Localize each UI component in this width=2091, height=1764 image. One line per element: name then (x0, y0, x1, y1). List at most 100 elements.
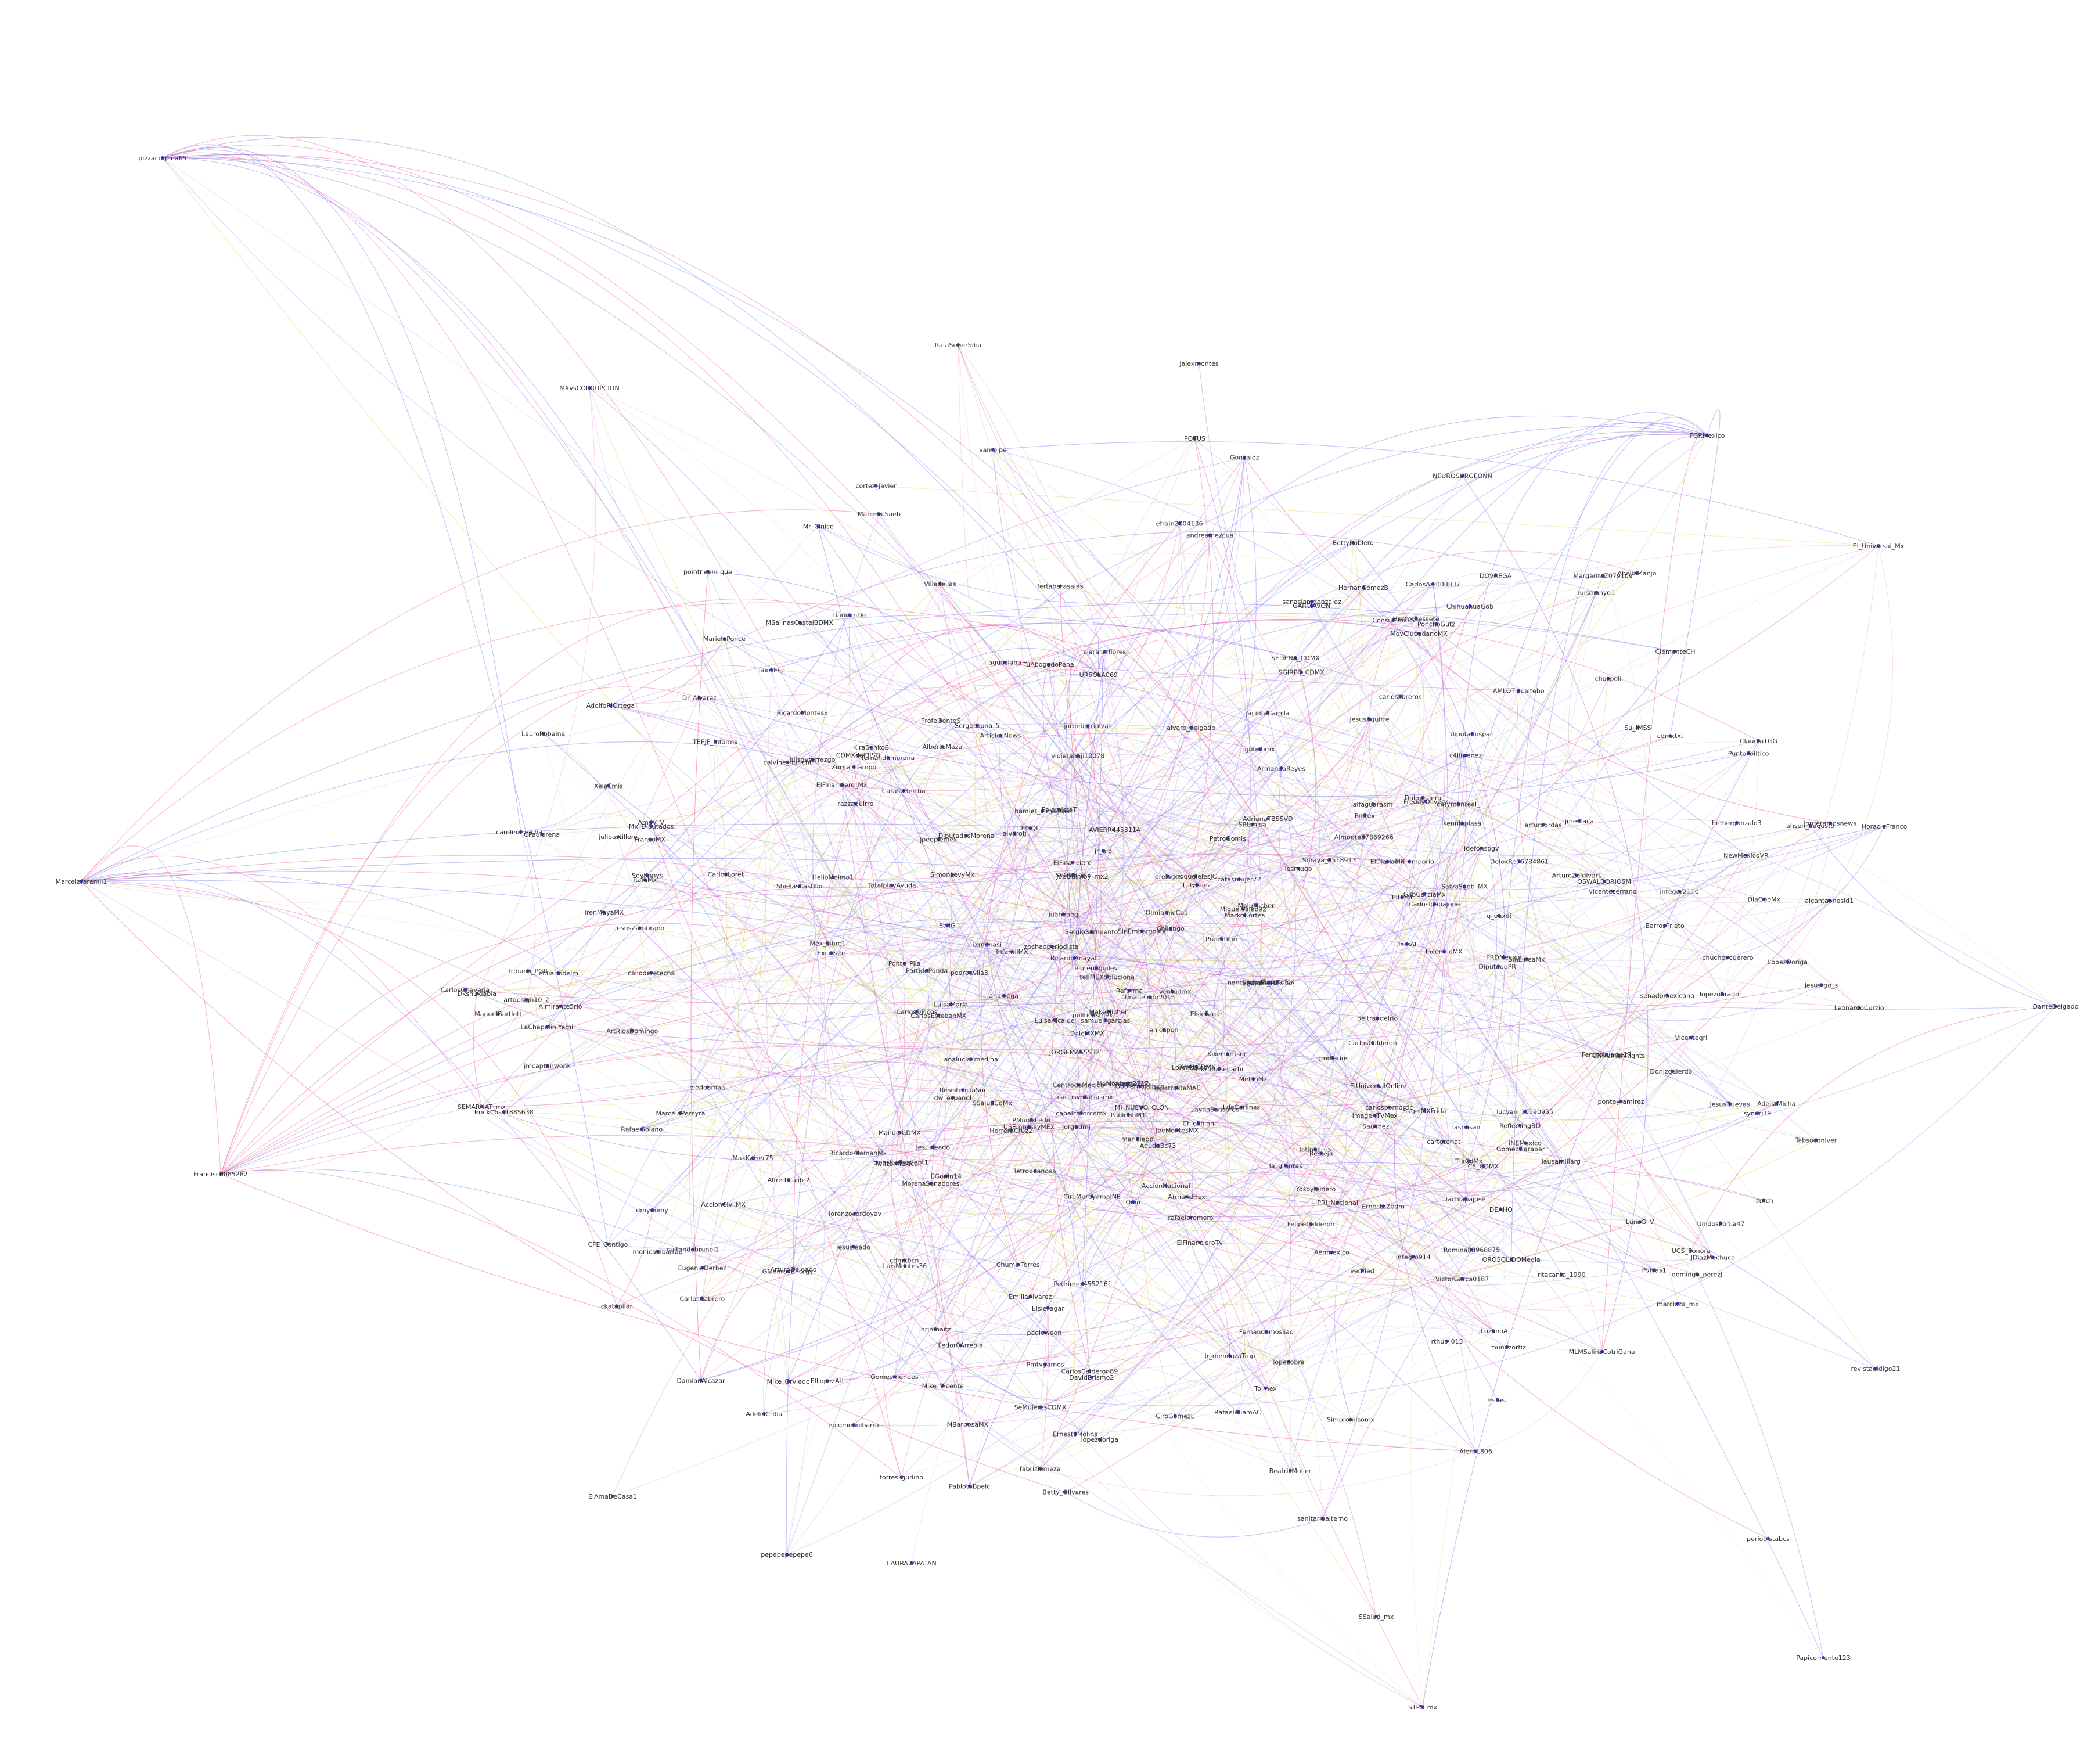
graph-node[interactable]: ArmandHex (1168, 1193, 1205, 1201)
graph-node[interactable]: HelioMolmo1 (812, 874, 854, 881)
graph-node[interactable]: lausamiliarg (1542, 1158, 1581, 1165)
graph-node[interactable]: TaiosEsp (757, 667, 785, 674)
graph-node[interactable]: DamianAlcazar (676, 1377, 725, 1384)
graph-node[interactable]: LeonardoCurzio (1834, 1005, 1884, 1012)
graph-node[interactable]: transitaCastlopt1 (873, 1158, 928, 1166)
graph-node[interactable]: PRI_Nacional (1317, 1199, 1358, 1207)
graph-node[interactable]: RafaelSolano (621, 1125, 663, 1133)
graph-node[interactable]: pizzacorpina65 (138, 154, 186, 162)
graph-node[interactable]: torres_gudino (880, 1474, 924, 1481)
graph-node[interactable]: Yosoyleinero (1295, 1185, 1336, 1193)
graph-node[interactable]: jr_blo (1094, 847, 1112, 855)
graph-node[interactable]: LunaGilV (1626, 1218, 1654, 1226)
graph-node[interactable]: CarlosCabrero (679, 1295, 725, 1303)
graph-node[interactable]: GMonroyEnergy (762, 1268, 814, 1276)
graph-node[interactable]: CentrodeMexico (1053, 1082, 1104, 1089)
graph-node[interactable]: ConsuelMxLS (1372, 617, 1415, 624)
graph-node[interactable]: ElsieFagar (1032, 1305, 1064, 1312)
graph-node[interactable]: CarasoBertha (882, 787, 926, 795)
graph-node[interactable]: FreddyOlivery (1403, 798, 1448, 805)
graph-node[interactable]: MXvsCORRUPCION (559, 384, 619, 392)
graph-node[interactable]: ArticlesNews (980, 732, 1021, 740)
graph-node[interactable]: Tolmex (1254, 1385, 1277, 1392)
graph-node[interactable]: Zurita_Campo (832, 764, 877, 771)
graph-node[interactable]: DiaGobMx (1748, 896, 1781, 903)
graph-node[interactable]: chuchovcuerero (1702, 954, 1753, 962)
graph-node[interactable]: pedroavila3 (951, 969, 988, 977)
graph-node[interactable]: IncendioMX (1426, 948, 1463, 956)
graph-node[interactable]: lorelagos (1153, 873, 1182, 880)
graph-node[interactable]: alvaro_delgado (1167, 724, 1215, 732)
graph-node[interactable]: FGRMexico (1690, 432, 1725, 440)
graph-node[interactable]: jpeoplemex (919, 836, 958, 843)
graph-node[interactable]: AccionCivilMX (701, 1201, 746, 1208)
graph-node[interactable]: RicardoAnayaC (1050, 955, 1099, 962)
graph-node[interactable]: OROSOLIDOMedia (1482, 1256, 1541, 1263)
graph-node[interactable]: MarkoCortes (1225, 912, 1265, 919)
graph-node[interactable]: periodistabcs (1747, 1535, 1790, 1543)
graph-node[interactable]: ShielasCastillo (776, 883, 823, 890)
graph-node[interactable]: MLMSalinaCotriGana (1569, 1348, 1635, 1356)
graph-node[interactable]: GilbGarciaMx (1403, 891, 1446, 898)
graph-node[interactable]: verified (1350, 1268, 1374, 1275)
graph-node[interactable]: c4jimenez (1449, 752, 1482, 759)
graph-node[interactable]: Pmtex (1355, 812, 1375, 819)
graph-node[interactable]: sanitarioalterno (1297, 1515, 1348, 1522)
graph-node[interactable]: MSalinasCastelBDMX (766, 619, 834, 627)
graph-node[interactable]: LuisaAlcalde (1035, 1017, 1075, 1024)
graph-node[interactable]: lorenzocordovav (829, 1210, 881, 1218)
graph-node[interactable]: JDiazMechuca (1690, 1254, 1735, 1262)
graph-node[interactable]: PMunizLedo (1012, 1117, 1050, 1124)
graph-node[interactable]: SRtanisa (1239, 821, 1266, 829)
graph-node[interactable]: ElUniversalOnline (1350, 1082, 1406, 1090)
graph-node[interactable]: aladin_emporio (1385, 858, 1434, 866)
graph-node[interactable]: JoeQuimby_mx2 (1056, 873, 1108, 880)
graph-node[interactable]: Pmtvgamos (1026, 1361, 1064, 1369)
graph-node[interactable]: ArturoZaldivarL (1552, 872, 1602, 880)
graph-node[interactable]: letrobeanosa (1014, 1168, 1056, 1175)
graph-node[interactable]: Idefonsogv (1464, 845, 1499, 852)
graph-node[interactable]: analvega (989, 992, 1018, 1000)
graph-node[interactable]: ElSQL (1021, 825, 1041, 832)
graph-node[interactable]: Ponte_Pila (888, 960, 921, 967)
graph-node[interactable]: razzaguirre (837, 800, 873, 808)
graph-node[interactable]: cortez_javier (855, 483, 897, 490)
graph-node[interactable]: C5_CDMX (1468, 1163, 1499, 1171)
graph-node[interactable]: LorenzoTen (1172, 1064, 1208, 1071)
graph-node[interactable]: LopezDoriga (1768, 959, 1808, 966)
graph-node[interactable]: aguaziana (988, 659, 1021, 667)
graph-node[interactable]: ImagenTVMex (1352, 1112, 1398, 1119)
graph-node[interactable]: DanteDelgado (2033, 1003, 2079, 1010)
graph-node[interactable]: DaleMXMX (1070, 1030, 1105, 1038)
graph-node[interactable]: sultandebrunei1 (667, 1246, 719, 1254)
graph-node[interactable]: vicenteserrano (1589, 888, 1636, 895)
graph-node[interactable]: CarlosAl1008837 (1406, 581, 1460, 588)
graph-node[interactable]: OSWALDORIOSM (1577, 878, 1631, 885)
graph-node[interactable]: jesusleado (916, 1143, 951, 1151)
graph-node[interactable]: dw_espanol (934, 1095, 971, 1102)
graph-node[interactable]: hemergonzalo3 (1712, 819, 1762, 827)
graph-node[interactable]: Almirante5rio (539, 1003, 582, 1010)
graph-node[interactable]: ElsieFagar (1190, 1010, 1223, 1018)
graph-node[interactable]: diputadospan (1451, 730, 1494, 738)
graph-node[interactable]: TrenMayaMX (583, 909, 624, 916)
graph-node[interactable]: lmunezortiz (1488, 1344, 1526, 1351)
graph-node[interactable]: la_grantas (1269, 1162, 1303, 1169)
graph-node[interactable]: RepatrostaMAE (1152, 1084, 1201, 1092)
graph-node[interactable]: latinus_us (1300, 1146, 1331, 1153)
graph-node[interactable]: AdolfoRiOrtega (586, 702, 635, 710)
graph-node[interactable]: ChihuahuaGob (1446, 603, 1493, 610)
graph-node[interactable]: FluroBasebarbi (1196, 1065, 1243, 1073)
graph-node[interactable]: Fernandomosliao (1239, 1329, 1294, 1336)
graph-node[interactable]: carolina_rocha_ (496, 829, 546, 836)
graph-node[interactable]: Papicorriente123 (1796, 1654, 1850, 1662)
graph-node[interactable]: monicaalbarrad (633, 1248, 683, 1255)
graph-node[interactable]: UCS_Sonora (1672, 1247, 1711, 1255)
graph-node[interactable]: CiroGomezL (1156, 1413, 1194, 1420)
graph-node[interactable]: Mike_Orviedo (767, 1378, 810, 1385)
graph-node[interactable]: ElDiarioMX (1370, 858, 1405, 866)
graph-node[interactable]: lorinmaitz (919, 1326, 951, 1333)
graph-node[interactable]: AdeliaMicha (1757, 1100, 1795, 1108)
graph-node[interactable]: MBarbosaMX (947, 1421, 989, 1428)
graph-node[interactable]: ElAmaDeCasa1 (588, 1493, 637, 1500)
